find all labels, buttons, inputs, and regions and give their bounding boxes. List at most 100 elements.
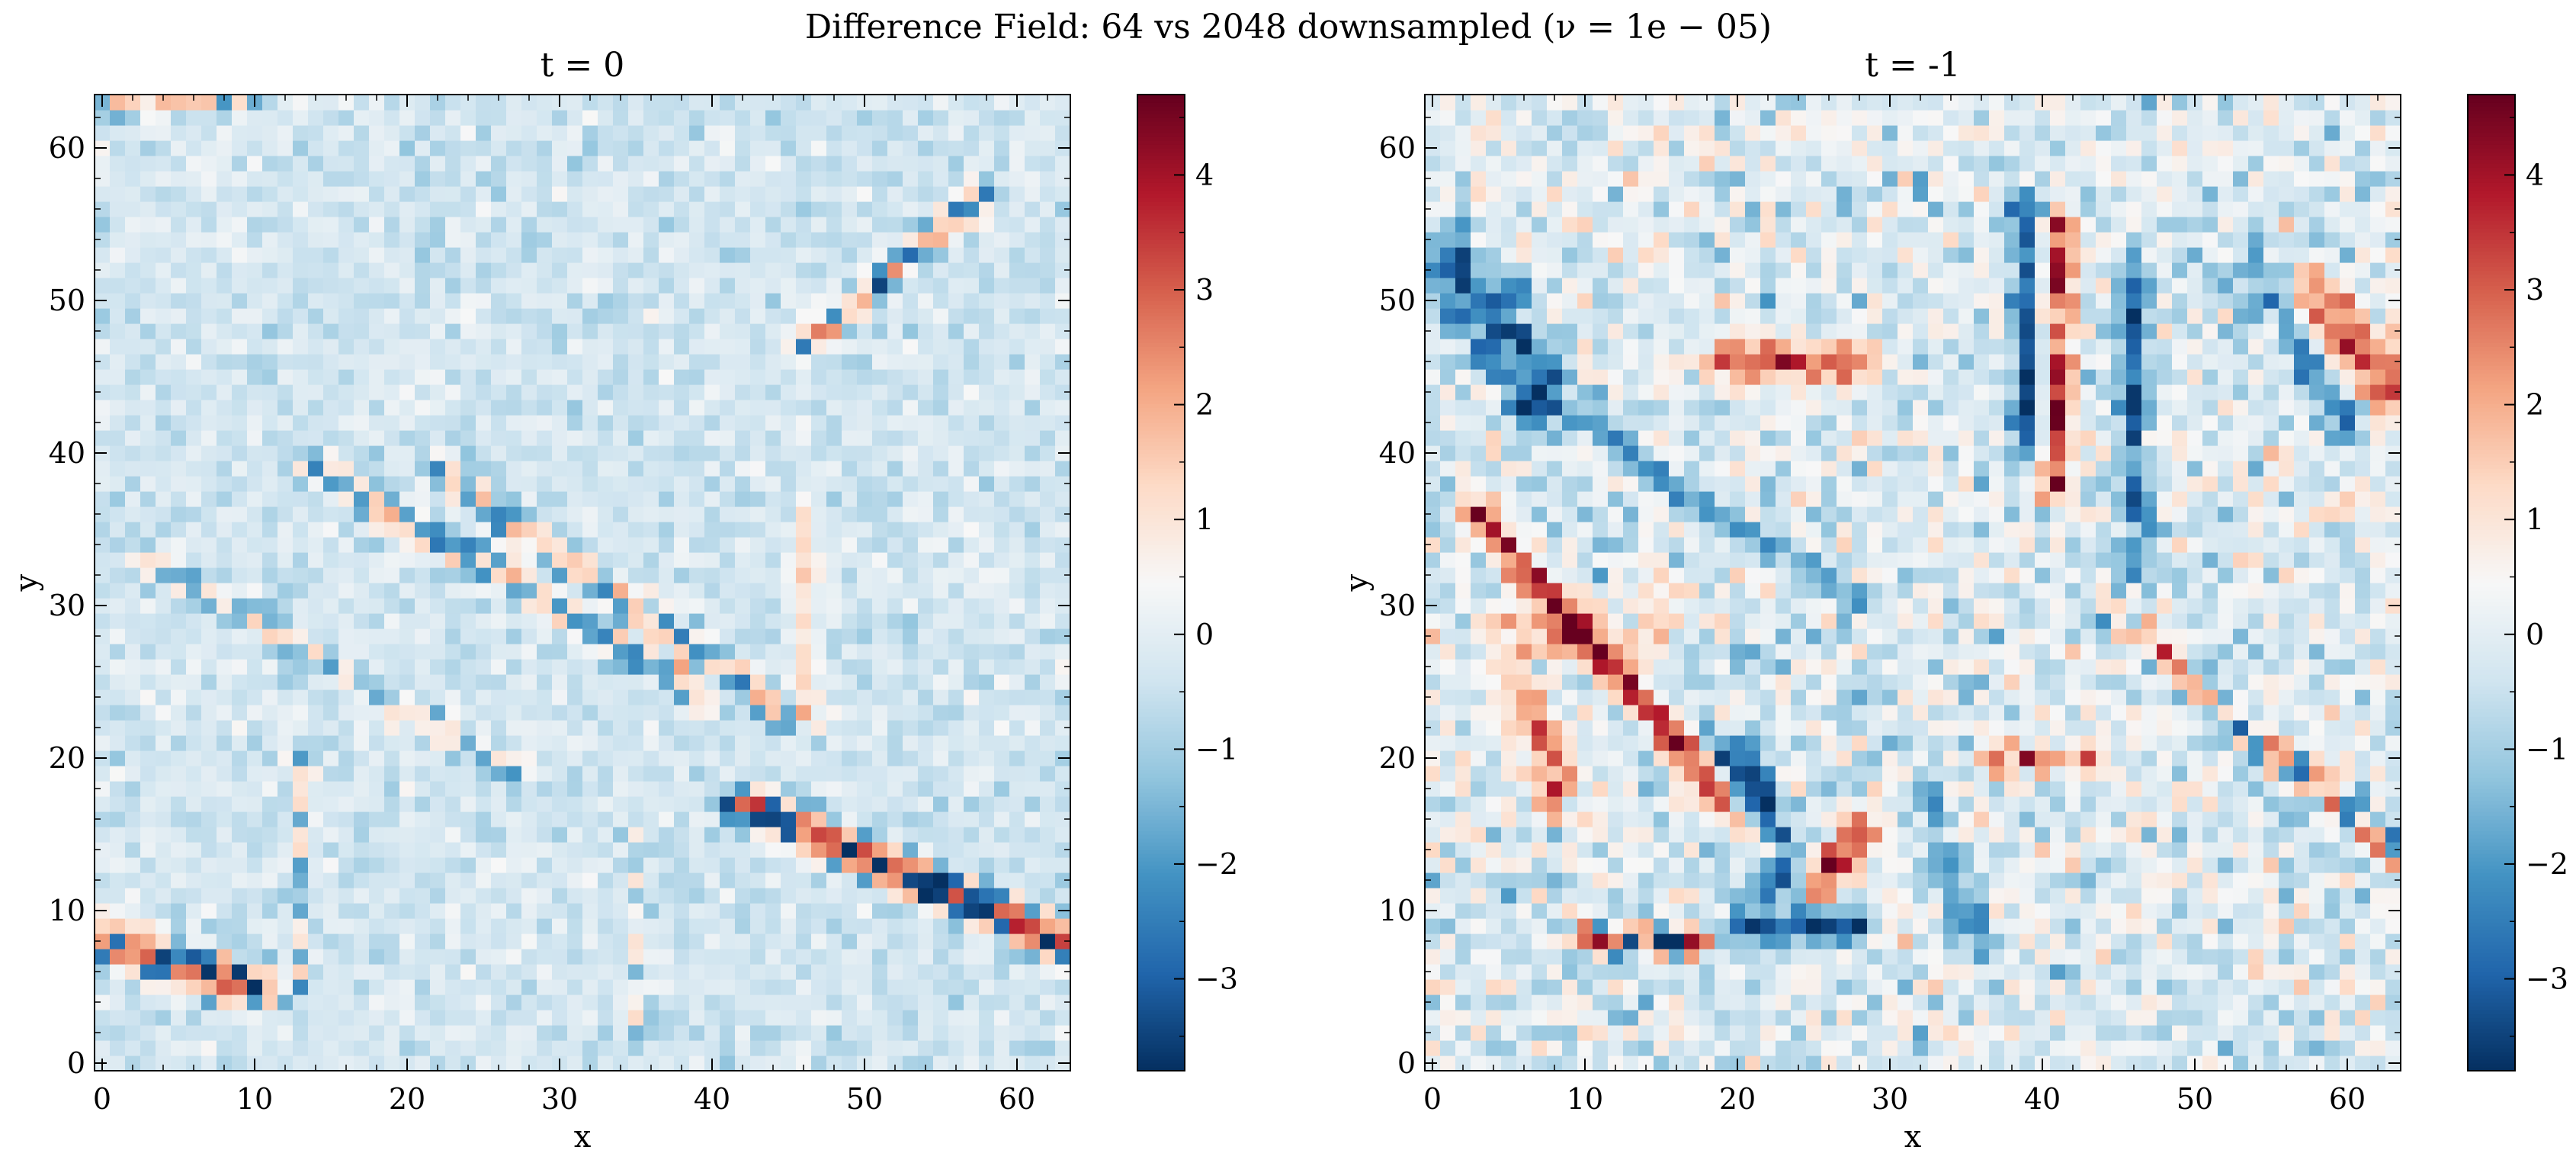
colorbar-segment bbox=[1137, 545, 1185, 549]
heatmap-cell bbox=[354, 537, 370, 553]
heatmap-cell bbox=[628, 1025, 644, 1041]
heatmap-cell bbox=[765, 750, 781, 766]
heatmap-cell bbox=[872, 262, 888, 278]
colorbar-segment bbox=[1137, 381, 1185, 385]
heatmap-cell bbox=[994, 720, 1010, 736]
heatmap-cell bbox=[293, 354, 309, 370]
heatmap-cell bbox=[750, 537, 766, 553]
heatmap-cell bbox=[537, 186, 553, 202]
heatmap-cell bbox=[476, 400, 492, 416]
heatmap-cell bbox=[232, 232, 248, 248]
heatmap-cell bbox=[217, 888, 233, 904]
heatmap-cell bbox=[2385, 979, 2401, 995]
heatmap-cell bbox=[491, 278, 507, 294]
heatmap-cell bbox=[811, 293, 827, 309]
heatmap-cell bbox=[247, 461, 263, 477]
heatmap-cell bbox=[201, 644, 217, 660]
heatmap-cell bbox=[552, 583, 568, 599]
heatmap-cell bbox=[323, 140, 339, 156]
heatmap-cell bbox=[674, 583, 690, 599]
heatmap-cell bbox=[125, 872, 141, 888]
heatmap-cell bbox=[95, 415, 111, 431]
heatmap-cell bbox=[735, 567, 751, 583]
heatmap-cell bbox=[1806, 1010, 1822, 1026]
heatmap-cell bbox=[735, 796, 751, 812]
heatmap-cell bbox=[1009, 110, 1025, 126]
heatmap-cell bbox=[948, 781, 964, 797]
heatmap-cell bbox=[217, 1025, 233, 1041]
heatmap-cell bbox=[1974, 979, 1990, 995]
heatmap-cell bbox=[201, 811, 217, 827]
heatmap-cell bbox=[842, 598, 858, 614]
heatmap-cell bbox=[643, 140, 659, 156]
heatmap-cell bbox=[171, 140, 187, 156]
heatmap-cell bbox=[506, 949, 522, 965]
heatmap-cell bbox=[781, 400, 797, 416]
heatmap-cell bbox=[308, 232, 324, 248]
heatmap-cell bbox=[476, 628, 492, 644]
heatmap-cell bbox=[95, 994, 111, 1010]
heatmap-cell bbox=[933, 644, 949, 660]
heatmap-cell bbox=[887, 293, 903, 309]
heatmap-cell bbox=[277, 217, 294, 233]
heatmap-cell bbox=[415, 994, 431, 1010]
heatmap-cell bbox=[156, 156, 172, 172]
heatmap-cell bbox=[262, 628, 278, 644]
heatmap-cell bbox=[887, 979, 903, 995]
heatmap-cell bbox=[384, 720, 400, 736]
heatmap-cell bbox=[186, 857, 202, 873]
colorbar-segment bbox=[1137, 1010, 1185, 1014]
heatmap-cell bbox=[826, 689, 842, 705]
heatmap-cell bbox=[659, 735, 675, 751]
heatmap-cell bbox=[415, 933, 431, 949]
heatmap-cell bbox=[537, 415, 553, 431]
colorbar-segment bbox=[1137, 846, 1185, 850]
heatmap-cell bbox=[2096, 1010, 2112, 1026]
heatmap-cell bbox=[872, 415, 888, 431]
colorbar-segment bbox=[1137, 236, 1185, 240]
heatmap-cell bbox=[613, 735, 629, 751]
heatmap-cell bbox=[186, 110, 202, 126]
heatmap-cell bbox=[445, 415, 461, 431]
heatmap-cell bbox=[506, 994, 522, 1010]
heatmap-cell bbox=[2324, 1055, 2340, 1071]
heatmap-cell bbox=[1055, 156, 1071, 172]
heatmap-cell bbox=[1562, 979, 1578, 995]
heatmap-cell bbox=[399, 140, 415, 156]
heatmap-cell bbox=[277, 583, 294, 599]
heatmap-cell bbox=[872, 613, 888, 629]
heatmap-cell bbox=[765, 781, 781, 797]
heatmap-cell bbox=[781, 415, 797, 431]
heatmap-cell bbox=[628, 308, 644, 324]
heatmap-cell bbox=[125, 201, 141, 217]
heatmap-cell bbox=[537, 476, 553, 492]
heatmap-cell bbox=[110, 918, 126, 934]
heatmap-cell bbox=[445, 1055, 461, 1071]
heatmap-cell bbox=[781, 232, 797, 248]
heatmap-cell bbox=[110, 796, 126, 812]
heatmap-cell bbox=[964, 1040, 980, 1056]
heatmap-cell bbox=[293, 110, 309, 126]
heatmap-cell bbox=[95, 1010, 111, 1026]
colorbar-segment bbox=[1137, 903, 1185, 908]
heatmap-cell bbox=[110, 964, 126, 980]
colorbar-segment bbox=[1137, 156, 1185, 160]
colorbar-segment bbox=[1137, 659, 1185, 663]
heatmap-cell bbox=[1025, 918, 1041, 934]
colorbar-segment bbox=[1137, 178, 1185, 183]
heatmap-cell bbox=[171, 552, 187, 568]
heatmap-cell bbox=[948, 613, 964, 629]
heatmap-cell bbox=[491, 369, 507, 385]
heatmap-cell bbox=[689, 217, 705, 233]
heatmap-cell bbox=[765, 293, 781, 309]
heatmap-cell bbox=[445, 842, 461, 858]
heatmap-cell bbox=[918, 796, 934, 812]
heatmap-cell bbox=[140, 827, 156, 843]
heatmap-cell bbox=[598, 674, 614, 690]
heatmap-cell bbox=[399, 201, 415, 217]
heatmap-cell bbox=[277, 827, 294, 843]
heatmap-cell bbox=[186, 491, 202, 507]
heatmap-cell bbox=[1009, 461, 1025, 477]
heatmap-cell bbox=[735, 308, 751, 324]
heatmap-cell bbox=[338, 644, 354, 660]
